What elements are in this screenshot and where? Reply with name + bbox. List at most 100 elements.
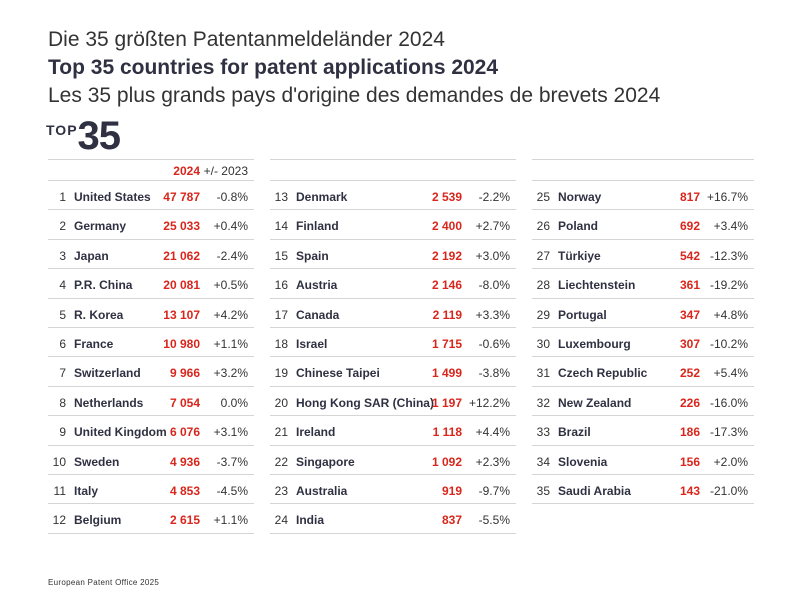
rank-cell: 9 [59, 425, 66, 440]
change-cell: +4.2% [213, 307, 248, 322]
applications-2024-cell: 692 [679, 219, 700, 234]
rank-cell: 19 [274, 366, 288, 381]
title-block: Die 35 größten Patentanmeldeländer 2024 … [48, 26, 660, 110]
rank-cell: 22 [274, 454, 288, 469]
applications-2024-cell: 2 146 [431, 278, 462, 293]
rank-cell: 5 [59, 307, 66, 322]
change-cell: -0.8% [216, 190, 248, 204]
change-cell: +16.7% [706, 190, 748, 204]
source-footer: European Patent Office 2025 [48, 578, 160, 587]
change-cell: +0.5% [213, 278, 248, 293]
column-header: 2024 +/- 2023 [48, 159, 254, 181]
applications-2024-cell: 226 [679, 395, 700, 410]
table-row: 11 Italy 4 853 -4.5% [48, 475, 254, 505]
change-cell: -10.2% [709, 336, 748, 351]
table-row: 19 Chinese Taipei 1 499 -3.8% [270, 357, 516, 387]
table-row: 14 Finland 2 400 +2.7% [270, 210, 516, 240]
change-cell: -3.8% [478, 366, 510, 381]
rank-cell: 17 [274, 307, 288, 322]
rank-cell: 11 [53, 483, 66, 498]
change-cell: +1.1% [213, 513, 248, 528]
change-cell: -4.5% [216, 483, 248, 498]
country-cell: P.R. China [74, 278, 133, 293]
table-row: 18 Israel 1 715 -0.6% [270, 328, 516, 358]
change-cell: -21.0% [709, 483, 748, 498]
table-row: 8 Netherlands 7 054 0.0% [48, 387, 254, 417]
rank-cell: 33 [536, 425, 550, 440]
change-cell: +12.2% [468, 395, 510, 410]
change-cell: +2.0% [713, 454, 748, 469]
applications-2024-cell: 21 062 [163, 248, 200, 263]
applications-2024-cell: 9 966 [169, 366, 200, 381]
table-row: 28 Liechtenstein 361 -19.2% [532, 269, 754, 299]
change-cell: +1.1% [213, 336, 248, 351]
rank-cell: 30 [536, 336, 550, 351]
country-cell: Liechtenstein [558, 278, 636, 293]
applications-2024-cell: 2 119 [432, 307, 462, 322]
header-year: 2024 [173, 164, 200, 178]
change-cell: +2.7% [475, 219, 510, 234]
country-cell: Saudi Arabia [558, 483, 631, 498]
rank-cell: 10 [52, 454, 66, 469]
ranking-column-1: 2024 +/- 2023 1 United States 47 787 -0.8% 2… [48, 159, 254, 534]
country-cell: Portugal [558, 307, 607, 322]
table-row: 30 Luxembourg 307 -10.2% [532, 328, 754, 358]
rank-cell: 7 [59, 366, 66, 381]
change-cell: +2.3% [475, 454, 510, 469]
table-row: 3 Japan 21 062 -2.4% [48, 240, 254, 270]
country-cell: France [74, 336, 114, 351]
table-row: 32 New Zealand 226 -16.0% [532, 387, 754, 417]
rank-cell: 31 [536, 366, 550, 381]
country-cell: Denmark [296, 190, 348, 204]
rank-cell: 12 [52, 513, 66, 528]
country-cell: Germany [74, 219, 127, 234]
table-row: 24 India 837 -5.5% [270, 504, 516, 534]
rank-cell: 18 [274, 336, 288, 351]
top-35-badge: TOP 35 [46, 116, 121, 156]
applications-2024-cell: 361 [679, 278, 700, 293]
rank-cell: 16 [274, 278, 288, 293]
change-cell: -16.0% [709, 395, 748, 410]
applications-2024-cell: 2 615 [169, 513, 200, 528]
change-cell: -3.7% [216, 454, 248, 469]
table-row: 9 United Kingdom 6 076 +3.1% [48, 416, 254, 446]
country-cell: United Kingdom [74, 425, 167, 440]
table-row: 13 Denmark 2 539 -2.2% [270, 181, 516, 211]
rank-cell: 25 [536, 190, 550, 204]
table-row: 16 Austria 2 146 -8.0% [270, 269, 516, 299]
applications-2024-cell: 156 [679, 454, 700, 469]
table-row: 17 Canada 2 119 +3.3% [270, 299, 516, 328]
rank-cell: 27 [536, 248, 550, 263]
table-row: 23 Australia 919 -9.7% [270, 475, 516, 505]
change-cell: +3.1% [213, 425, 248, 440]
country-cell: Türkiye [558, 248, 601, 263]
country-cell: Chinese Taipei [296, 366, 380, 381]
applications-2024-cell: 47 787 [163, 190, 200, 204]
rank-cell: 21 [274, 425, 288, 440]
country-cell: Luxembourg [558, 336, 631, 351]
change-cell: -2.2% [478, 190, 510, 204]
rank-cell: 35 [536, 483, 550, 498]
change-cell: 0.0% [220, 395, 248, 410]
rank-cell: 29 [536, 307, 550, 322]
country-cell: Czech Republic [558, 366, 648, 381]
rank-cell: 32 [536, 395, 550, 410]
applications-2024-cell: 2 192 [431, 248, 462, 263]
table-row: 4 P.R. China 20 081 +0.5% [48, 269, 254, 299]
table-row: 33 Brazil 186 -17.3% [532, 416, 754, 446]
table-row: 5 R. Korea 13 107 +4.2% [48, 299, 254, 328]
applications-2024-cell: 4 853 [169, 483, 200, 498]
table-row: 34 Slovenia 156 +2.0% [532, 446, 754, 475]
change-cell: -8.0% [478, 278, 510, 293]
change-cell: -5.5% [478, 513, 510, 528]
applications-2024-cell: 347 [679, 307, 700, 322]
applications-2024-cell: 837 [441, 513, 462, 528]
table-row: 7 Switzerland 9 966 +3.2% [48, 357, 254, 387]
rank-cell: 1 [59, 190, 66, 204]
country-cell: Belgium [74, 513, 122, 528]
country-cell: India [296, 513, 325, 528]
change-cell: +0.4% [213, 219, 248, 234]
change-cell: -9.7% [478, 483, 510, 498]
ranking-column-2: 13 Denmark 2 539 -2.2% 14 Finland 2 400 +2.7% 15… [270, 159, 516, 534]
table-row: 21 Ireland 1 118 +4.4% [270, 416, 516, 446]
